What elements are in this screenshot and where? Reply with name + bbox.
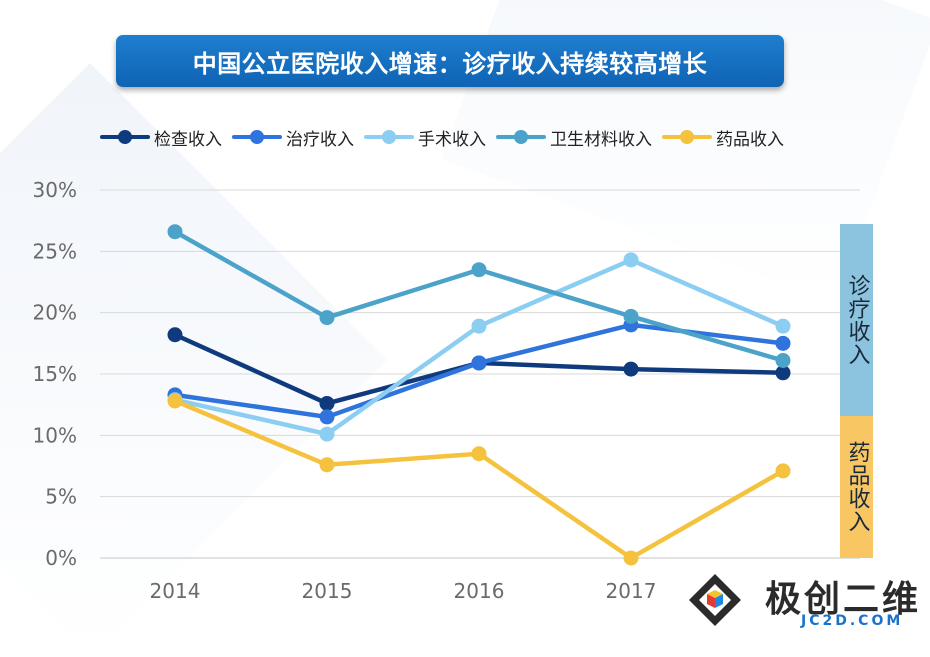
legend-item: 手术收入 [364, 125, 486, 150]
legend-label: 治疗收入 [286, 129, 354, 150]
y-tick-label: 25% [33, 239, 77, 263]
x-tick-label: 2015 [302, 579, 353, 603]
x-tick-label: 2017 [606, 579, 657, 603]
x-tick-label: 2014 [150, 579, 201, 603]
legend-swatch [496, 130, 546, 144]
legend-swatch [364, 130, 414, 144]
chart-title: 中国公立医院收入增速：诊疗收入持续较高增长 [192, 49, 708, 78]
data-point [319, 457, 335, 473]
title-banner: 中国公立医院收入增速：诊疗收入持续较高增长 [116, 35, 784, 87]
y-tick-label: 15% [33, 362, 77, 386]
legend-label: 卫生材料收入 [550, 129, 652, 150]
y-tick-label: 20% [33, 301, 77, 325]
chart-legend: 检查收入 治疗收入 手术收入 卫生材料收入 药品收入 [100, 121, 784, 153]
data-point [623, 308, 639, 324]
data-point [623, 252, 639, 268]
series-group [167, 393, 791, 566]
data-point [775, 318, 791, 334]
watermark-logo-icon [689, 574, 741, 626]
series-line [172, 398, 786, 561]
legend-item: 治疗收入 [232, 125, 354, 150]
data-point [167, 327, 183, 343]
data-point [471, 262, 487, 278]
data-point [775, 353, 791, 369]
diagnosis-revenue-bar: 诊疗收入 [840, 224, 873, 416]
x-tick-label: 2016 [454, 579, 505, 603]
y-axis-ticks: 0% 5% 10% 15% 20% 25% 30% [33, 178, 77, 570]
y-tick-label: 5% [45, 485, 77, 509]
legend-swatch [232, 130, 282, 144]
series-group [167, 224, 791, 369]
legend-item: 检查收入 [100, 125, 222, 150]
data-point [319, 426, 335, 442]
data-point [471, 446, 487, 462]
data-point [471, 318, 487, 334]
data-point [775, 365, 791, 381]
y-tick-label: 30% [33, 178, 77, 202]
data-point [167, 224, 183, 240]
watermark-subtext: JC2D.COM [801, 613, 904, 629]
drug-revenue-bar: 药品收入 [840, 416, 873, 558]
legend-swatch [662, 130, 712, 144]
series-lines [167, 224, 791, 566]
data-point [775, 463, 791, 479]
diagnosis-revenue-label: 诊疗收入 [844, 274, 870, 366]
data-point [471, 355, 487, 371]
legend-swatch [100, 130, 150, 144]
watermark: 极创二维 JC2D.COM [683, 560, 923, 632]
data-point [167, 393, 183, 409]
data-point [319, 395, 335, 411]
x-axis-ticks: 2014 2015 2016 2017 [150, 579, 657, 603]
y-tick-label: 10% [33, 423, 77, 447]
legend-label: 检查收入 [154, 129, 222, 150]
data-point [623, 550, 639, 566]
legend-label: 手术收入 [418, 129, 486, 150]
data-point [319, 310, 335, 326]
watermark-text: 极创二维 [765, 579, 922, 620]
data-point [623, 361, 639, 377]
data-point [775, 335, 791, 351]
legend-item: 卫生材料收入 [496, 125, 652, 150]
data-point [319, 409, 335, 425]
legend-item: 药品收入 [662, 125, 784, 150]
drug-revenue-label: 药品收入 [844, 441, 870, 533]
y-tick-label: 0% [45, 546, 77, 570]
gridlines [100, 189, 860, 559]
line-chart: 0% 5% 10% 15% 20% 25% 30% 2014 2015 2016 2017 [33, 178, 860, 603]
legend-label: 药品收入 [716, 129, 784, 150]
